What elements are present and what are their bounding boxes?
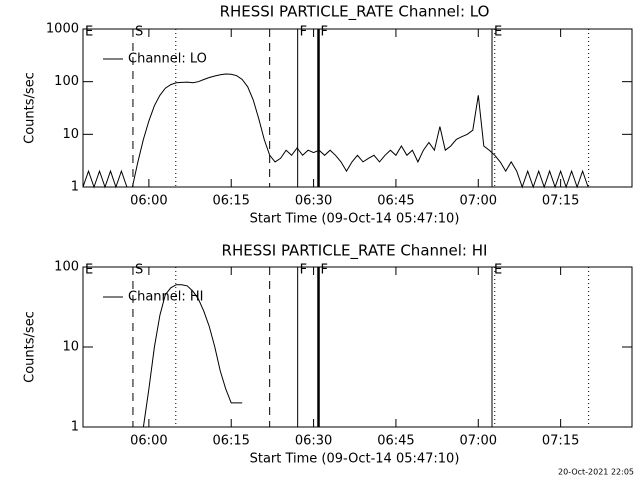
x-tick-label: 07:15 xyxy=(542,194,579,209)
y-tick-label: 10 xyxy=(62,340,79,355)
x-tick-label: 07:00 xyxy=(460,434,497,449)
x-axis-label: Start Time (09-Oct-14 05:47:10) xyxy=(250,212,460,227)
y-axis-label: Counts/sec xyxy=(23,311,38,383)
x-tick-label: 06:30 xyxy=(295,194,332,209)
x-tick-label: 06:15 xyxy=(212,434,249,449)
x-axis-label: Start Time (09-Oct-14 05:47:10) xyxy=(250,452,460,467)
y-tick-label: 100 xyxy=(54,74,79,89)
data-line xyxy=(142,284,243,428)
marker-label: F xyxy=(300,25,307,40)
chart-title: RHESSI PARTICLE_RATE Channel: LO xyxy=(220,3,490,22)
y-tick-label: 1 xyxy=(71,180,79,195)
marker-label: F xyxy=(321,25,328,40)
x-tick-label: 06:15 xyxy=(212,194,249,209)
x-tick-label: 07:15 xyxy=(542,434,579,449)
y-tick-label: 100 xyxy=(54,260,79,275)
x-tick-label: 06:00 xyxy=(130,194,167,209)
marker-label: F xyxy=(300,263,307,278)
data-line xyxy=(82,73,589,189)
y-tick-label: 1000 xyxy=(46,22,79,37)
legend-label: Channel: HI xyxy=(128,290,204,305)
plot-frame xyxy=(82,28,633,188)
marker-label: E xyxy=(494,263,502,278)
marker-label: S xyxy=(135,25,143,40)
marker-label: E xyxy=(85,263,93,278)
x-tick-label: 06:45 xyxy=(377,434,414,449)
y-tick-label: 1 xyxy=(71,420,79,435)
marker-label: E xyxy=(85,25,93,40)
y-axis-label: Counts/sec xyxy=(23,72,38,144)
x-tick-label: 06:45 xyxy=(377,194,414,209)
chart-title: RHESSI PARTICLE_RATE Channel: HI xyxy=(222,242,488,261)
footer: 20-Oct-2021 22:05 xyxy=(558,468,634,477)
y-tick-label: 10 xyxy=(62,127,79,142)
legend-label: Channel: LO xyxy=(128,52,207,67)
x-tick-label: 07:00 xyxy=(460,194,497,209)
x-tick-label: 06:30 xyxy=(295,434,332,449)
x-tick-label: 06:00 xyxy=(130,434,167,449)
marker-label: S xyxy=(135,263,143,278)
marker-label: F xyxy=(321,263,328,278)
marker-label: E xyxy=(494,25,502,40)
